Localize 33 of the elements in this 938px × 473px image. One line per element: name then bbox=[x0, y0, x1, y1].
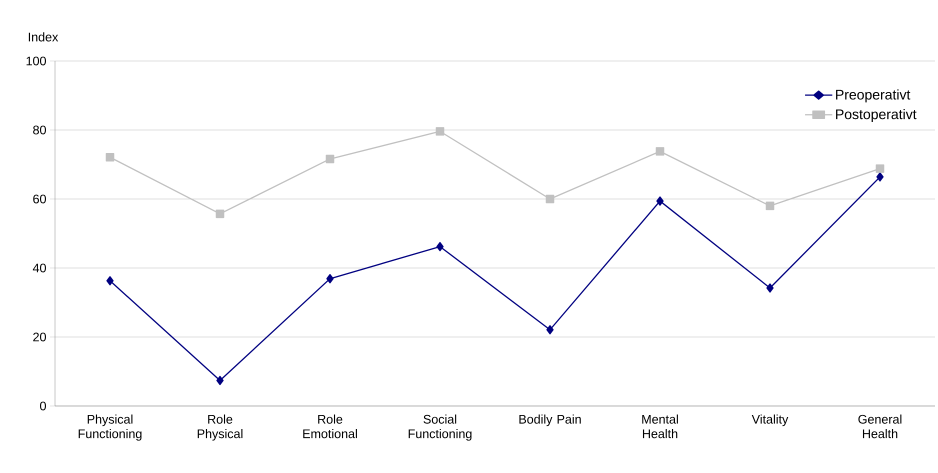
y-tick-label: 60 bbox=[33, 194, 46, 204]
y-tick-label: 40 bbox=[32, 264, 46, 272]
x-tick-label: General Health bbox=[858, 414, 902, 438]
point bbox=[216, 376, 224, 386]
legend-label: Preoperativt bbox=[836, 89, 910, 102]
x-tick-label: Role Emotional bbox=[303, 414, 357, 438]
point bbox=[876, 164, 884, 173]
y-tick-label: 100 bbox=[26, 56, 46, 66]
x-tick-label: Bodily Pain bbox=[519, 414, 581, 426]
x-tick-label: Mental Health bbox=[642, 414, 678, 438]
point bbox=[436, 127, 444, 136]
y-tick-label: 20 bbox=[33, 332, 46, 342]
point bbox=[656, 147, 664, 156]
point bbox=[546, 194, 554, 204]
point bbox=[546, 325, 554, 334]
point bbox=[436, 242, 444, 252]
point bbox=[106, 153, 114, 162]
x-tick-label: Physical Functioning bbox=[78, 414, 142, 441]
x-tick-label: Role Physical bbox=[198, 414, 242, 441]
x-tick-label: Vitality bbox=[752, 414, 788, 426]
point bbox=[656, 196, 664, 206]
point bbox=[326, 154, 334, 164]
point bbox=[766, 202, 774, 210]
legend-label: Postoperativt bbox=[836, 108, 916, 122]
point bbox=[876, 172, 884, 182]
y-tick-label: 0 bbox=[40, 402, 46, 410]
y-axis-title: Index bbox=[28, 32, 58, 42]
point bbox=[216, 210, 224, 218]
point bbox=[106, 276, 114, 286]
y-tick-label: 80 bbox=[33, 126, 46, 134]
point bbox=[326, 274, 334, 284]
x-tick-label: Social Functioning bbox=[408, 414, 472, 441]
point bbox=[766, 283, 774, 293]
